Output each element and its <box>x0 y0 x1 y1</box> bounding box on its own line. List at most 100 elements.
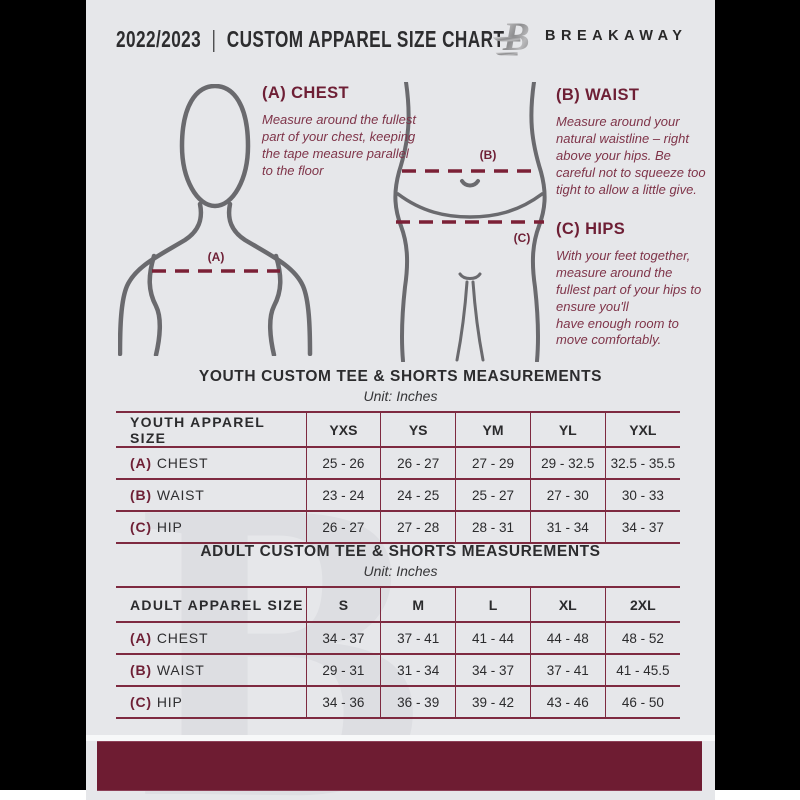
size-header: YXL <box>604 411 680 448</box>
chest-line-label: (A) <box>208 250 225 264</box>
measurement-cell: 46 - 50 <box>604 686 680 719</box>
measurement-cell: 34 - 37 <box>455 654 531 687</box>
measurement-cell: 27 - 29 <box>455 447 531 480</box>
row-key: (C) <box>130 519 152 535</box>
youth-section: YOUTH CUSTOM TEE & SHORTS MEASUREMENTS U… <box>86 368 715 544</box>
left-letterbox <box>0 0 86 790</box>
measurement-cell: 43 - 46 <box>529 686 606 719</box>
hips-guide-heading: (C) HIPS <box>556 220 626 238</box>
measurement-cell: 31 - 34 <box>380 654 456 687</box>
size-header: XL <box>529 586 606 623</box>
row-label: (A) CHEST <box>116 447 306 480</box>
row-name: HIP <box>156 519 183 535</box>
measurement-cell: 34 - 36 <box>305 686 381 719</box>
adult-size-label: ADULT APPAREL SIZE <box>116 586 306 623</box>
adult-size-table: ADULT APPAREL SIZE S M L XL 2XL (A) CHEST… <box>116 586 680 719</box>
measurement-cell: 36 - 39 <box>380 686 456 719</box>
youth-size-table: YOUTH APPAREL SIZE YXS YS YM YL YXL (A) C… <box>116 411 680 544</box>
measurement-cell: 41 - 45.5 <box>604 654 680 687</box>
adult-header-row: ADULT APPAREL SIZE S M L XL 2XL <box>116 586 680 623</box>
measurement-cell: 41 - 44 <box>455 622 531 655</box>
measurement-cell: 48 - 52 <box>604 622 680 655</box>
row-name: HIP <box>156 694 183 710</box>
size-header: YXS <box>305 411 381 448</box>
table-row: (B) WAIST 23 - 24 24 - 25 25 - 27 27 - 30… <box>116 479 680 512</box>
measurement-cell: 23 - 24 <box>305 479 381 512</box>
measurement-cell: 28 - 31 <box>455 511 531 544</box>
measurement-cell: 29 - 32.5 <box>529 447 606 480</box>
hips-line-label: (C) <box>514 231 531 245</box>
youth-header-row: YOUTH APPAREL SIZE YXS YS YM YL YXL <box>116 411 680 448</box>
measurement-cell: 39 - 42 <box>455 686 531 719</box>
row-key: (A) <box>130 455 152 471</box>
measurement-cell: 24 - 25 <box>380 479 456 512</box>
hips-guide: (C) HIPS With your feet together, measur… <box>556 220 708 349</box>
row-key: (B) <box>130 487 152 503</box>
measurement-cell: 26 - 27 <box>380 447 456 480</box>
breakaway-logo-icon: B <box>492 14 530 59</box>
youth-size-label: YOUTH APPAREL SIZE <box>116 411 306 448</box>
measurement-cell: 26 - 27 <box>305 511 381 544</box>
measurement-cell: 34 - 37 <box>604 511 680 544</box>
table-row: (A) CHEST 34 - 37 37 - 41 41 - 44 44 - 48… <box>116 622 680 655</box>
measurement-cell: 37 - 41 <box>380 622 456 655</box>
measurement-cell: 25 - 26 <box>305 447 381 480</box>
waist-guide: (B) WAIST Measure around your natural wa… <box>556 86 706 198</box>
hips-guide-body: With your feet together, measure around … <box>556 248 702 348</box>
svg-text:B: B <box>502 14 530 59</box>
adult-unit-label: Unit: Inches <box>363 563 438 579</box>
adult-section-title: ADULT CUSTOM TEE & SHORTS MEASUREMENTS <box>200 543 601 560</box>
table-row: (A) CHEST 25 - 26 26 - 27 27 - 29 29 - 32… <box>116 447 680 480</box>
measurement-cell: 25 - 27 <box>455 479 531 512</box>
size-header: L <box>455 586 531 623</box>
row-name: CHEST <box>156 630 209 646</box>
size-header: 2XL <box>604 586 680 623</box>
season-label: 2022/2023 <box>116 27 202 53</box>
measurement-cell: 30 - 33 <box>604 479 680 512</box>
title-text: CUSTOM APPAREL SIZE CHART <box>226 27 505 53</box>
row-label: (A) CHEST <box>116 622 306 655</box>
youth-section-title: YOUTH CUSTOM TEE & SHORTS MEASUREMENTS <box>198 368 603 385</box>
row-name: CHEST <box>156 455 209 471</box>
right-letterbox <box>715 0 800 790</box>
table-row: (C) HIP 34 - 36 36 - 39 39 - 42 43 - 46 4… <box>116 686 680 719</box>
size-header: M <box>380 586 456 623</box>
table-row: (C) HIP 26 - 27 27 - 28 28 - 31 31 - 34 3… <box>116 511 680 544</box>
upper-body-figure: (A) <box>118 84 313 356</box>
footer-accent-bar <box>97 741 702 791</box>
lower-body-figure: (B) (C) <box>393 82 547 362</box>
measurement-cell: 32.5 - 35.5 <box>604 447 680 480</box>
title-divider: | <box>211 27 217 53</box>
row-name: WAIST <box>156 662 205 678</box>
size-header: S <box>305 586 381 623</box>
table-row: (B) WAIST 29 - 31 31 - 34 34 - 37 37 - 41… <box>116 654 680 687</box>
waist-guide-heading: (B) WAIST <box>556 86 640 104</box>
size-header: YM <box>455 411 531 448</box>
chest-guide: (A) CHEST Measure around the fullest par… <box>262 84 416 180</box>
brand-name: BREAKAWAY <box>545 28 688 44</box>
row-key: (C) <box>130 694 152 710</box>
measurement-cell: 29 - 31 <box>305 654 381 687</box>
waist-guide-body: Measure around your natural waistline – … <box>556 114 706 197</box>
row-label: (B) WAIST <box>116 654 306 687</box>
size-header: YS <box>380 411 456 448</box>
row-key: (B) <box>130 662 152 678</box>
row-key: (A) <box>130 630 152 646</box>
waist-line-label: (B) <box>480 148 497 162</box>
chest-guide-body: Measure around the fullest part of your … <box>262 112 416 178</box>
page-title: 2022/2023 | CUSTOM APPAREL SIZE CHART <box>116 27 504 53</box>
youth-unit-label: Unit: Inches <box>363 388 438 404</box>
row-label: (C) HIP <box>116 686 306 719</box>
measurement-cell: 34 - 37 <box>305 622 381 655</box>
footer-divider <box>86 735 715 741</box>
adult-section: ADULT CUSTOM TEE & SHORTS MEASUREMENTS U… <box>86 543 715 719</box>
size-chart-flyer: B 2022/2023 | CUSTOM APPAREL SIZE CHART B <box>86 0 715 800</box>
brand-block: B BREAKAWAY <box>490 12 687 60</box>
row-label: (B) WAIST <box>116 479 306 512</box>
measurement-cell: 31 - 34 <box>529 511 606 544</box>
measurement-cell: 27 - 28 <box>380 511 456 544</box>
row-label: (C) HIP <box>116 511 306 544</box>
measurement-cell: 37 - 41 <box>529 654 606 687</box>
measurement-cell: 44 - 48 <box>529 622 606 655</box>
